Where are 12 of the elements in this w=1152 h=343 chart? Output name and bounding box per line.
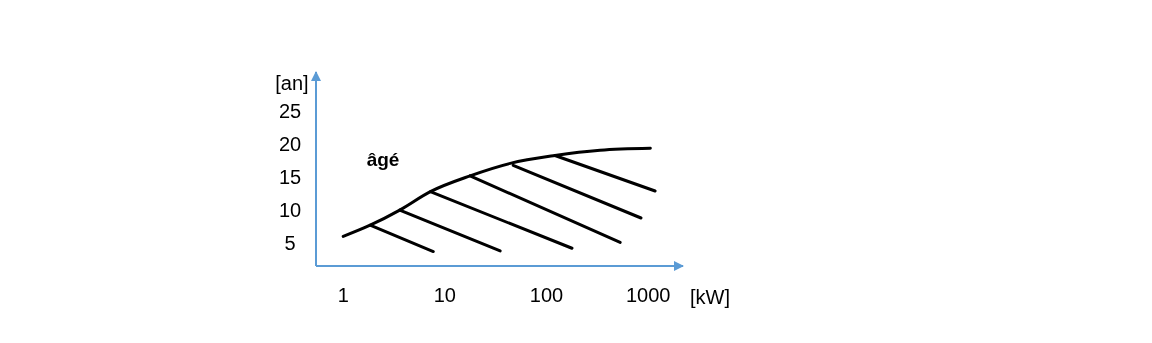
y-tick-label: 15 <box>278 166 302 189</box>
y-tick-label: 10 <box>278 199 302 222</box>
x-tick-label: 1000 <box>625 284 671 306</box>
y-tick-label: 25 <box>278 100 302 123</box>
annotation: âgé <box>366 149 400 170</box>
x-axis-title: [kW] <box>690 286 730 308</box>
x-tick-label: 1 <box>337 284 349 306</box>
y-tick-label: 5 <box>284 231 296 254</box>
y-axis-title: [an] <box>275 72 309 94</box>
y-tick-label: 20 <box>278 133 302 156</box>
x-tick-label: 100 <box>529 284 564 306</box>
x-tick-label: 10 <box>433 284 456 306</box>
